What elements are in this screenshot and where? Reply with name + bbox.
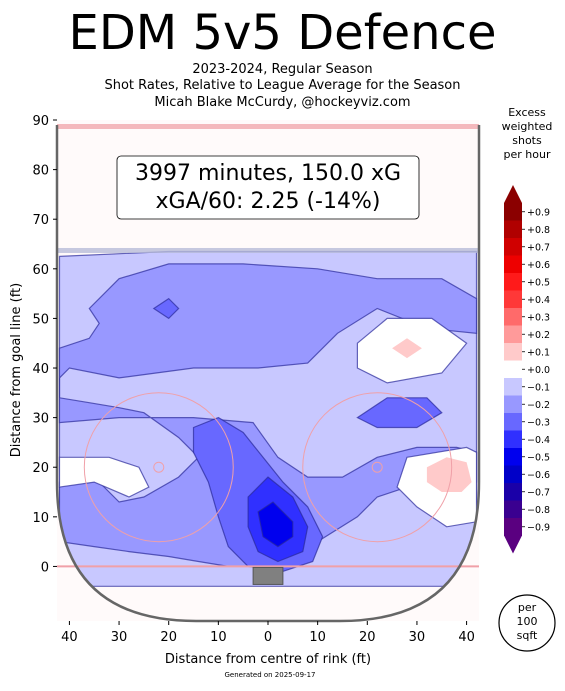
- colorbar-tick-label: +0.7: [527, 242, 550, 253]
- x-tick-label: 10: [309, 630, 326, 645]
- info-box-frame: [116, 155, 420, 220]
- subtitle-description: Shot Rates, Relative to League Average f…: [104, 78, 461, 93]
- colorbar-tick-label: −0.9: [527, 522, 550, 533]
- red-line: [57, 124, 479, 129]
- y-tick-label: 40: [32, 362, 49, 377]
- colorbar-swatch: [504, 360, 522, 379]
- colorbar-swatch: [504, 273, 522, 291]
- colorbar-swatch: [504, 238, 522, 256]
- x-tick-label: 30: [409, 630, 426, 645]
- colorbar-swatch: [504, 203, 522, 221]
- y-tick-label: 20: [32, 461, 49, 476]
- colorbar-tick-label: +0.8: [527, 225, 550, 236]
- colorbar-swatch: [504, 500, 522, 519]
- colorbar-tick-label: −0.4: [527, 435, 550, 446]
- colorbar-swatch: [504, 308, 522, 326]
- colorbar-swatch: [504, 448, 522, 466]
- info-box: 3997 minutes, 150.0 xG xGA/60: 2.25 (-14…: [116, 155, 420, 220]
- heatmap-regions: [58, 250, 478, 587]
- scale-label-line: per: [518, 601, 537, 614]
- x-tick-label: 20: [359, 630, 376, 645]
- colorbar-tick-label: +0.9: [527, 207, 550, 218]
- colorbar-tick-label: +0.6: [527, 260, 550, 271]
- y-axis: Distance from goal line (ft): [9, 283, 24, 457]
- faceoff-dot: [153, 461, 165, 473]
- colorbar-tick-label: +0.2: [527, 330, 550, 341]
- y-tick-label: 90: [32, 114, 49, 129]
- colorbar-swatch: [504, 430, 522, 449]
- colorbar-tick-label: +0.3: [527, 312, 550, 323]
- colorbar-swatch: [504, 395, 522, 414]
- blue-line: [57, 247, 479, 253]
- colorbar-title-line: Excess: [508, 106, 546, 119]
- colorbar-swatch: [504, 378, 522, 396]
- colorbar-swatch: [504, 465, 522, 484]
- colorbar-swatch: [504, 255, 522, 274]
- x-tick-label: 40: [458, 630, 475, 645]
- scale-label-line: 100: [517, 615, 538, 628]
- y-tick-label: 80: [32, 164, 49, 179]
- info-box-line-2: xGA/60: 2.25 (-14%): [156, 189, 381, 214]
- y-tick-label: 60: [32, 263, 49, 278]
- colorbar-swatch: [504, 413, 522, 431]
- colorbar-tick-label: +0.4: [527, 295, 550, 306]
- colorbar-title-line: per hour: [504, 148, 551, 161]
- generated-note: Generated on 2025-09-17: [224, 671, 316, 679]
- x-tick-label: 0: [264, 630, 272, 645]
- colorbar-title-line: shots: [512, 134, 542, 147]
- colorbar-title-line: weighted: [502, 120, 553, 133]
- colorbar-tick-label: −0.2: [527, 400, 550, 411]
- colorbar-tick-label: +0.1: [527, 347, 550, 358]
- colorbar-tick-label: +0.0: [527, 365, 550, 376]
- y-tick-label: 50: [32, 312, 49, 327]
- colorbar-tick-label: −0.1: [527, 382, 550, 393]
- y-tick-label: 10: [32, 511, 49, 526]
- heatmap-region: [257, 501, 294, 548]
- colorbar-swatch: [504, 290, 522, 309]
- goal-net: [252, 566, 284, 585]
- x-tick-label: 40: [61, 630, 78, 645]
- colorbar-tick-label: −0.5: [527, 452, 550, 463]
- colorbar-tick-label: −0.8: [527, 505, 550, 516]
- colorbar-swatch: [504, 220, 522, 239]
- scale-label-line: sqft: [517, 629, 538, 642]
- y-tick-label: 30: [32, 412, 49, 427]
- heatmap-region: [58, 456, 150, 498]
- colorbar-tick-label: −0.7: [527, 487, 550, 498]
- colorbar-max-arrow: [504, 185, 522, 203]
- heatmap-region: [152, 297, 180, 320]
- faceoff-circle: [302, 392, 453, 543]
- faceoff-circle: [83, 392, 234, 543]
- colorbar-tick-label: +0.5: [527, 277, 550, 288]
- colorbar-tick-label: −0.3: [527, 417, 550, 428]
- colorbar-swatch: [504, 483, 522, 501]
- x-tick-label: 10: [210, 630, 227, 645]
- y-tick-label: 0: [41, 560, 49, 575]
- colorbar-tick-label: −0.6: [527, 470, 550, 481]
- heatmap-region: [392, 338, 422, 359]
- axes: 40 30 20 10 0 10 20 30 40 0 10 20 30 40 50 60 70 80 90: [32, 114, 474, 645]
- x-tick-label: 20: [160, 630, 177, 645]
- heatmap-region: [426, 457, 472, 492]
- scale-circle: [498, 594, 556, 652]
- y-tick-label: 70: [32, 213, 49, 228]
- subtitle-author: Micah Blake McCurdy, @hockeyviz.com: [154, 95, 411, 110]
- faceoff-dot: [371, 461, 383, 473]
- colorbar-swatch: [504, 343, 522, 361]
- chart-title: EDM 5v5 Defence: [68, 5, 497, 61]
- info-box-line-1: 3997 minutes, 150.0 xG: [135, 161, 401, 186]
- colorbar-swatch: [504, 518, 522, 536]
- heatmap-region: [356, 397, 443, 429]
- x-axis-label: Distance from centre of rink (ft): [165, 652, 371, 667]
- x-tick-label: 30: [111, 630, 128, 645]
- colorbar-min-arrow: [504, 535, 522, 554]
- subtitle-season: 2023-2024, Regular Season: [192, 62, 373, 77]
- y-axis-label: Distance from goal line (ft): [9, 283, 24, 457]
- colorbar-swatch: [504, 325, 522, 344]
- x-axis: Distance from centre of rink (ft): [165, 652, 371, 667]
